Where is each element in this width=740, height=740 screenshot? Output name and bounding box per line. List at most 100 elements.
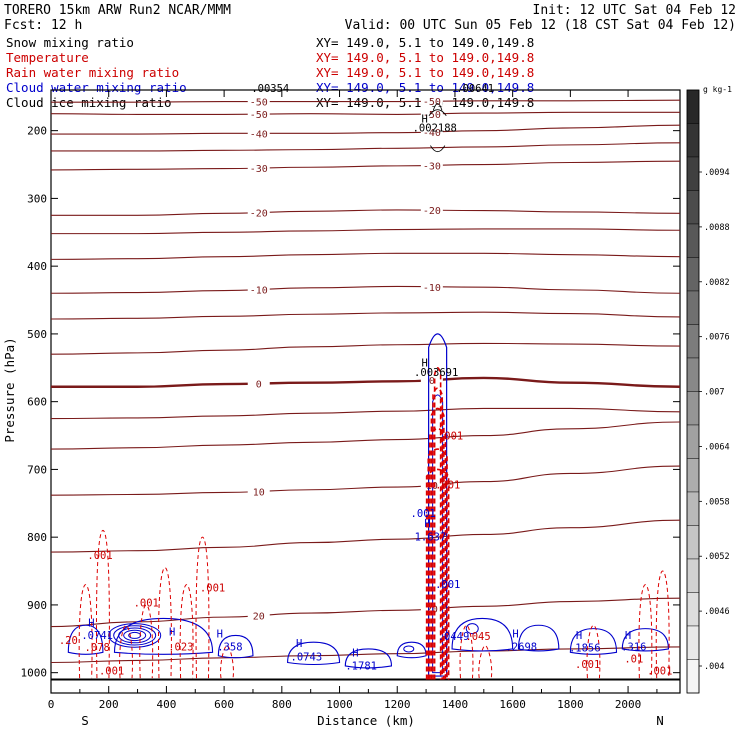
cloud-deck-contour xyxy=(517,624,560,652)
cloud-deck-contour xyxy=(344,648,393,669)
rain-column-contour xyxy=(430,407,445,680)
isotherm-label-bg xyxy=(420,125,443,137)
cloud-deck-contour xyxy=(569,628,618,655)
cloud-core-ring xyxy=(123,629,147,642)
rain-blob-contour xyxy=(586,624,601,679)
contour-annotation: .003691 xyxy=(414,367,458,379)
contour-annotation: .00354 xyxy=(251,83,289,95)
isotherm-line xyxy=(51,376,681,388)
isotherm-line xyxy=(50,111,680,115)
cloud-column-contour xyxy=(428,333,448,677)
colorbar-segment xyxy=(686,290,700,325)
colorbar: .004 .0046 .0052 .0058 .0064 .007 .0076 .0082 .0… xyxy=(686,89,730,694)
colorbar-tick-label: .0082 xyxy=(704,278,730,288)
colorbar-tick-label: .0088 xyxy=(704,223,730,233)
colorbar-tick-label: .0058 xyxy=(704,497,730,507)
rain-blob-contour xyxy=(179,584,194,679)
snow-contour xyxy=(428,109,447,153)
isotherm-line xyxy=(51,124,681,135)
isotherm-label: 0 xyxy=(256,380,262,391)
contour-annotation: H xyxy=(576,630,582,642)
isotherm-label-bg xyxy=(420,373,443,385)
contour-annotation: .1781 xyxy=(345,660,377,672)
isotherm-label-bg xyxy=(420,95,443,107)
isotherm-label-bg xyxy=(247,162,270,174)
contour-annotation: H xyxy=(421,357,427,369)
isotherm-label-bg xyxy=(420,107,443,119)
cloud-core-ring xyxy=(403,645,415,653)
colorbar-segment xyxy=(686,123,700,158)
colorbar-segment xyxy=(686,659,700,694)
contour-annotation: .001 xyxy=(99,666,124,678)
rain-column-contour xyxy=(433,366,442,680)
colorbar-tick-label: .0076 xyxy=(704,333,730,343)
isotherm-label-bg xyxy=(247,609,270,621)
colorbar-tick-label: .007 xyxy=(704,388,724,398)
legend: Snow mixing ratio XY= 149.0, 5.1 to 149.… xyxy=(6,35,534,110)
contour-annotation: .001 xyxy=(575,659,600,671)
isotherm-line xyxy=(50,646,681,664)
isotherm-line xyxy=(51,142,681,152)
isotherm-line xyxy=(50,160,681,171)
isotherm-label: 10 xyxy=(253,487,265,498)
rain-blob-contour xyxy=(655,570,670,679)
contour-annotation: .002188 xyxy=(413,122,457,134)
temperature-isotherms: -50 -50-50 -50-40 -40-30 -30-20 -20-10 -100 010… xyxy=(50,95,681,664)
colorbar-segment xyxy=(686,190,700,225)
contour-annotation: .001 xyxy=(87,550,112,562)
isotherm-line xyxy=(50,407,681,420)
cloud-core-ring xyxy=(465,623,479,635)
contour-annotation: H xyxy=(296,638,302,650)
rain-column-contour xyxy=(427,448,448,680)
colorbar-tick-label: .0094 xyxy=(704,168,730,178)
isotherm-line xyxy=(50,311,681,320)
north-label: N xyxy=(656,713,664,728)
contour-annotation: H xyxy=(421,114,427,126)
legend-name-rain: Rain water mixing ratio xyxy=(6,65,179,80)
rain-column-contour xyxy=(432,387,444,680)
y-tick-label: 1000 xyxy=(21,667,48,680)
legend-xy-cloud-water: XY= 149.0, 5.1 to 149.0,149.8 xyxy=(316,80,534,95)
contour-annotation: .358 xyxy=(217,641,242,653)
rain-blob-contour xyxy=(95,529,110,679)
y-tick-label: 400 xyxy=(27,260,47,273)
colorbar-tick-label: .0052 xyxy=(704,552,730,562)
legend-xy-rain: XY= 149.0, 5.1 to 149.0,149.8 xyxy=(316,65,534,80)
ice-contour xyxy=(432,103,443,111)
colorbar-segment xyxy=(686,592,700,627)
cloud-deck-contour xyxy=(287,641,341,666)
colorbar-segment xyxy=(686,424,700,459)
colorbar-tick-label: .004 xyxy=(704,662,724,672)
isotherm-label: -50 xyxy=(423,110,441,121)
isotherm-label-bg xyxy=(420,204,443,216)
cloud-deck-contour xyxy=(396,641,427,659)
contour-annotation: H xyxy=(217,628,223,640)
cloud-core-ring xyxy=(118,627,152,644)
rain-blob-contour xyxy=(638,584,653,679)
rain-blob-contour xyxy=(195,536,210,679)
legend-xy-snow: XY= 149.0, 5.1 to 149.0,149.8 xyxy=(316,35,534,50)
contour-annotation: .001 xyxy=(200,582,225,594)
isotherm-line xyxy=(50,99,681,103)
x-tick-label: 0 xyxy=(48,698,55,711)
rain-column-contour xyxy=(425,468,450,680)
isotherm-label: -20 xyxy=(423,206,441,217)
y-tick-label: 700 xyxy=(27,463,47,476)
colorbar-segment xyxy=(686,391,700,426)
contour-annotation: .001 xyxy=(134,597,159,609)
cloud-deck-contour xyxy=(217,634,254,659)
cloud-deck-contour xyxy=(67,624,104,655)
isotherm-line xyxy=(50,342,681,355)
isotherm-line xyxy=(50,421,681,450)
contour-annotation: .001 xyxy=(438,431,463,443)
x-tick-label: 2000 xyxy=(615,698,642,711)
contour-annotation: .1856 xyxy=(569,643,601,655)
isotherm-label: -10 xyxy=(250,285,268,296)
rain-column-contour xyxy=(429,427,447,680)
contour-annotation: .045 xyxy=(465,631,490,643)
contour-annotation: 1.637 xyxy=(415,532,447,544)
contour-annotation: .01 xyxy=(624,654,643,666)
isotherm-label: -40 xyxy=(423,128,441,139)
x-tick-label: 800 xyxy=(272,698,292,711)
colorbar-segment xyxy=(686,525,700,560)
